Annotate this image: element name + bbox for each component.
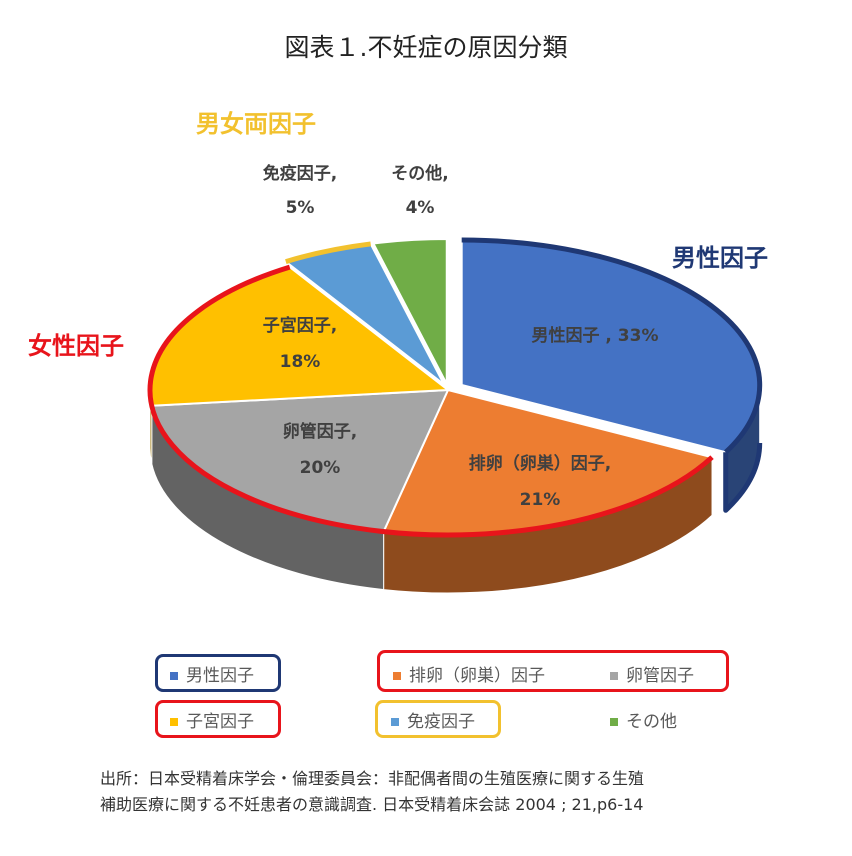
data-label-ovulation-name: 排卵（卵巣）因子, (468, 454, 612, 474)
data-label-male-pct: 33% (617, 326, 659, 346)
source-note: 出所：日本受精着床学会・倫理委員会：非配偶者間の生殖医療に関する生殖 補助医療に… (100, 766, 644, 818)
legend-box-female (377, 650, 729, 692)
group-outline-female (147, 264, 714, 538)
legend-swatch-male (170, 672, 178, 680)
legend-box-uterine (155, 700, 281, 738)
data-label-uterine-pct: 18% (279, 352, 321, 372)
legend-item-male: 男性因子 (170, 661, 254, 686)
legend-box-male (155, 654, 281, 692)
group-label-female: 女性因子 (28, 332, 124, 360)
group-label-both: 男女両因子 (196, 110, 316, 138)
legend-item-uterine: 子宮因子 (170, 707, 254, 732)
legend-label-ovulation: 排卵（卵巣）因子 (409, 666, 545, 686)
legend-swatch-tubal (610, 672, 618, 680)
group-outline-male (461, 237, 763, 513)
data-label-tubal-pct: 20% (299, 458, 341, 478)
data-label-ovulation-pct: 21% (519, 490, 561, 510)
data-label-immune: 免疫因子, 5% (240, 160, 360, 222)
data-label-male-name: 男性因子 , (531, 326, 612, 346)
legend-swatch-other (610, 718, 618, 726)
group-outline-both (285, 241, 371, 265)
legend-swatch-immune (391, 718, 399, 726)
data-label-other-name: その他, (391, 164, 449, 184)
data-label-uterine-name: 子宮因子, (262, 316, 338, 336)
data-label-other-pct: 4% (405, 198, 435, 218)
legend-item-other: その他 (610, 707, 677, 732)
data-label-uterine: 子宮因子, 18% (230, 312, 370, 376)
data-label-other: その他, 4% (360, 160, 480, 222)
legend-swatch-uterine (170, 718, 178, 726)
data-label-ovulation: 排卵（卵巣）因子, 21% (430, 450, 650, 514)
legend-item-ovulation: 排卵（卵巣）因子 (393, 661, 545, 686)
data-label-tubal: 卵管因子, 20% (250, 418, 390, 482)
data-label-male: 男性因子 , 33% (495, 322, 695, 350)
group-label-male: 男性因子 (672, 244, 768, 272)
legend-label-uterine: 子宮因子 (186, 712, 254, 732)
source-line-1: 出所：日本受精着床学会・倫理委員会：非配偶者間の生殖医療に関する生殖 (100, 769, 645, 788)
legend-label-other: その他 (626, 712, 677, 732)
data-label-immune-pct: 5% (285, 198, 315, 218)
legend-item-immune: 免疫因子 (391, 707, 475, 732)
source-line-2: 補助医療に関する不妊患者の意識調査. 日本受精着床会誌 2004 ; 21,p6… (100, 795, 644, 814)
slice-other (371, 238, 448, 385)
legend-label-immune: 免疫因子 (407, 712, 475, 732)
legend-label-tubal: 卵管因子 (626, 666, 694, 686)
data-label-immune-name: 免疫因子, (262, 164, 338, 184)
legend-swatch-ovulation (393, 672, 401, 680)
legend-item-tubal: 卵管因子 (610, 661, 694, 686)
chart-title: 図表１.不妊症の原因分類 (284, 33, 568, 62)
legend-box-immune (375, 700, 501, 738)
data-label-tubal-name: 卵管因子, (282, 422, 358, 442)
legend-label-male: 男性因子 (186, 666, 254, 686)
